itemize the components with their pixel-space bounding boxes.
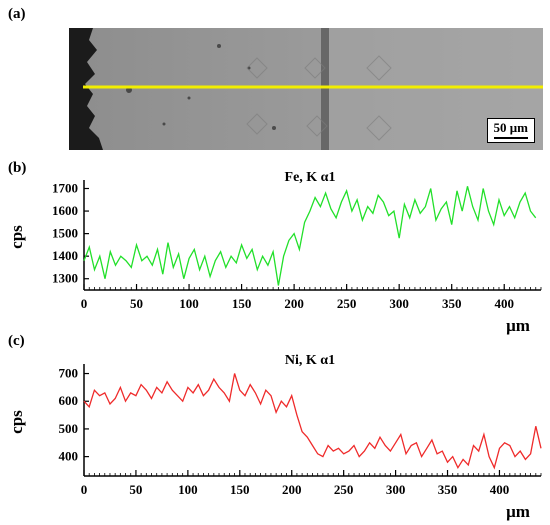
fe-y-tick-label: 1300 [52, 271, 78, 286]
ni-y-tick-label: 600 [59, 393, 79, 408]
ni-x-tick-label: 150 [230, 482, 250, 497]
ni-x-tick-label: 100 [178, 482, 198, 497]
fe-chart-title: Fe, K α1 [285, 170, 336, 185]
fe-x-tick-label: 350 [442, 296, 462, 311]
fe-x-tick-label: 100 [179, 296, 199, 311]
ni-y-tick-label: 400 [59, 449, 79, 464]
fe-x-tick-label: 200 [284, 296, 304, 311]
micrograph-image: 50 μm [69, 28, 543, 150]
panel-label-a: (a) [8, 6, 26, 22]
fe-x-tick-label: 300 [389, 296, 409, 311]
ni-y-tick-label: 500 [59, 421, 79, 436]
micrograph-texture [83, 28, 543, 150]
ni-y-axis-label: cps [7, 410, 26, 434]
fe-x-tick-label: 150 [232, 296, 252, 311]
fe-y-tick-label: 1500 [52, 226, 78, 241]
ni-x-tick-label: 300 [386, 482, 406, 497]
ni-x-tick-label: 50 [129, 482, 142, 497]
fe-x-tick-label: 400 [494, 296, 514, 311]
ni-y-tick-label: 700 [59, 366, 79, 381]
panel-label-b: (b) [8, 160, 27, 176]
fe-x-tick-label: 250 [337, 296, 357, 311]
ni-x-tick-label: 400 [490, 482, 510, 497]
fe-y-axis-label: cps [7, 225, 26, 249]
scale-bar [493, 137, 528, 139]
ni-x-tick-label: 200 [282, 482, 302, 497]
ni-series-line [83, 373, 542, 470]
ni-x-tick-label: 0 [81, 482, 88, 497]
fe-x-tick-label: 0 [81, 296, 88, 311]
fe-x-tick-label: 50 [130, 296, 143, 311]
fe-y-tick-label: 1400 [52, 248, 78, 263]
ni-chart-title: Ni, K α1 [285, 353, 335, 368]
panel-label-c: (c) [8, 333, 25, 349]
ni-x-tick-label: 250 [334, 482, 354, 497]
fe-series-line [83, 186, 537, 286]
scale-bar-box: 50 μm [486, 118, 535, 143]
ni-x-axis-label: μm [506, 502, 530, 521]
fe-y-tick-label: 1700 [52, 181, 78, 196]
scale-bar-label: 50 μm [493, 120, 528, 135]
ni-x-tick-label: 350 [438, 482, 458, 497]
fe-x-axis-label: μm [506, 316, 530, 335]
fe-y-tick-label: 1600 [52, 203, 78, 218]
